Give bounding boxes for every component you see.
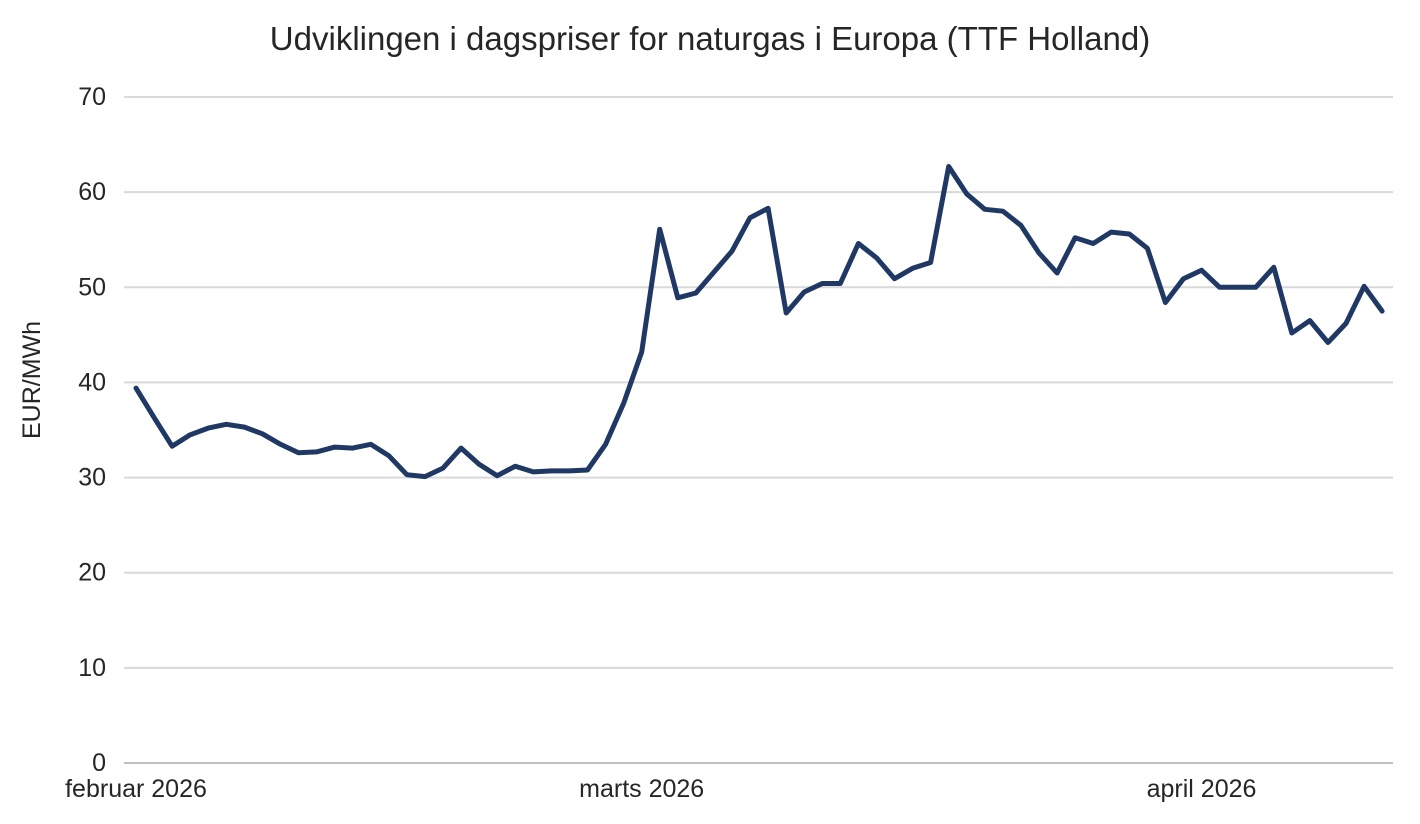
y-tick-label: 10 — [78, 654, 106, 682]
x-axis-label: april 2026 — [1147, 775, 1257, 803]
y-tick-label: 60 — [78, 178, 106, 206]
y-tick-label: 0 — [92, 749, 106, 777]
y-axis-title: EUR/MWh — [18, 321, 46, 439]
y-tick-label: 70 — [78, 83, 106, 111]
y-tick-label: 50 — [78, 273, 106, 301]
y-tick-label: 20 — [78, 559, 106, 587]
price-line-series — [133, 164, 1385, 480]
x-axis-label: februar 2026 — [65, 775, 207, 803]
y-tick-label: 30 — [78, 464, 106, 492]
x-axis-label: marts 2026 — [579, 775, 704, 803]
y-tick-label: 40 — [78, 368, 106, 396]
y-axis-tick-labels: 0 10 20 30 40 50 60 70 — [78, 83, 106, 777]
chart-title: Udviklingen i dagspriser for naturgas i … — [269, 20, 1151, 57]
x-axis-month-labels: februar 2026 marts 2026 april 2026 — [65, 775, 1256, 803]
gridlines — [124, 96, 1393, 764]
